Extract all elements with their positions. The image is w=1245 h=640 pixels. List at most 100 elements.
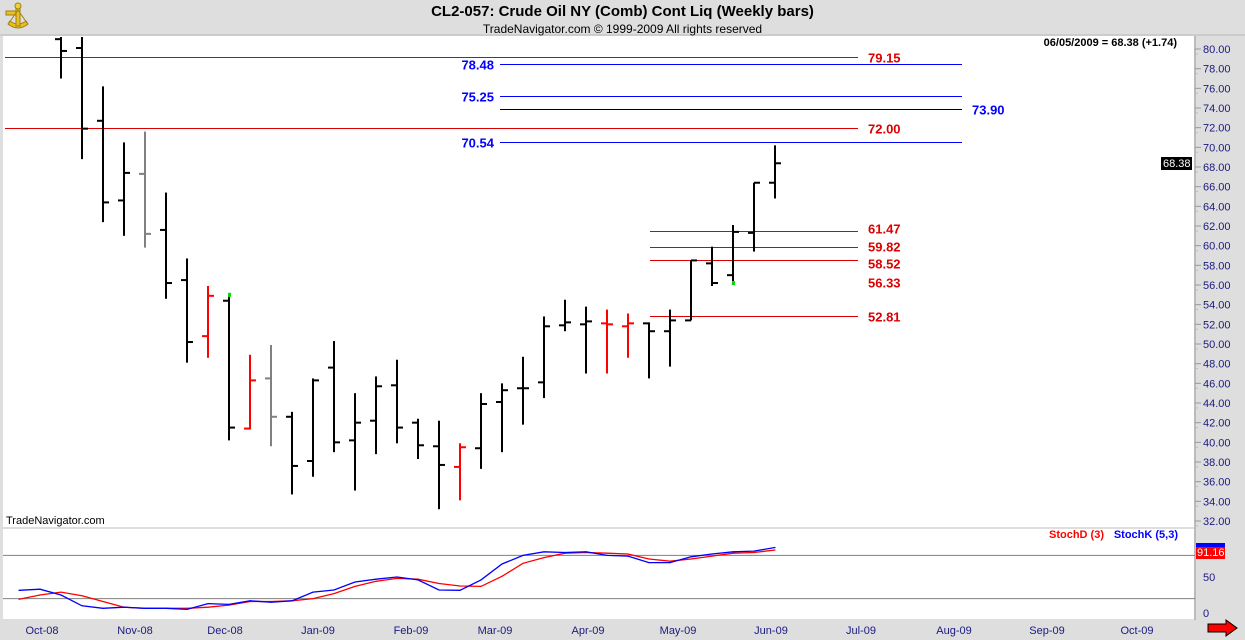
ohlc-bar: [265, 344, 277, 447]
stoch-point: [207, 606, 209, 608]
price-tick-label: 62.00: [1203, 221, 1231, 233]
level-label: 70.54: [461, 136, 494, 151]
ohlc-bar: [160, 192, 172, 299]
price-tick-label: 68.00: [1203, 162, 1231, 174]
price-axis[interactable]: 32.00 34.00 36.00 38.00 40.00 42.00 44.00 46.00…: [1195, 44, 1231, 528]
stoch-point: [543, 556, 545, 559]
ohlc-bar: [622, 313, 634, 358]
level-label: 56.33: [868, 276, 901, 291]
stoch-point: [333, 589, 335, 591]
price-readout: 06/05/2009 = 68.38 (+1.74): [1044, 37, 1178, 49]
stoch-point: [417, 579, 419, 581]
stoch-point: [543, 551, 545, 553]
price-tick-label: 36.00: [1203, 477, 1231, 489]
stoch-point: [732, 551, 734, 553]
price-tick-label: 66.00: [1203, 182, 1231, 194]
stoch-point: [690, 556, 692, 558]
stoch-point: [648, 562, 650, 564]
stoch-point: [81, 595, 83, 597]
ohlc-bar: [517, 356, 529, 425]
ohlc-bar: [748, 181, 760, 252]
ohlc-bar: [412, 418, 424, 460]
stoch-tick-label: 0: [1203, 608, 1209, 620]
date-tick-label: Oct-09: [1120, 625, 1153, 637]
ohlc-bar: [538, 316, 550, 399]
stoch-point: [375, 580, 377, 582]
ohlc-bar: [349, 393, 361, 491]
ohlc-bar: [244, 354, 256, 430]
stoch-point: [354, 585, 356, 587]
date-tick-label: Apr-09: [571, 625, 604, 637]
ohlc-bar: [139, 131, 151, 248]
stochastic-lines: 0 50: [3, 546, 1215, 620]
date-axis[interactable]: Oct-08 Nov-08 Dec-08 Jan-09 Feb-09 Mar-09 Apr-…: [25, 625, 1153, 637]
stoch-point: [480, 585, 482, 587]
ohlc-bar: [685, 259, 697, 322]
stoch-point: [711, 553, 713, 555]
last-price-tag-text: 68.38: [1163, 158, 1191, 170]
watermark-text: TradeNavigator.com: [6, 515, 105, 527]
price-tick-label: 44.00: [1203, 398, 1231, 410]
stoch-point: [144, 607, 146, 609]
stoch-point: [459, 589, 461, 591]
stoch-point: [396, 576, 398, 578]
stoch-point: [60, 591, 62, 593]
stoch-point: [522, 562, 524, 564]
stoch-point: [60, 594, 62, 596]
stoch-tick-label: 50: [1203, 572, 1215, 584]
date-tick-label: Nov-08: [117, 625, 152, 637]
stoch-point: [228, 603, 230, 605]
stoch-tag-text: 91.16: [1197, 547, 1225, 559]
date-tick-label: Oct-08: [25, 625, 58, 637]
stoch-point: [18, 589, 20, 591]
legend-stochd: StochD (3): [1049, 529, 1104, 541]
price-tick-label: 72.00: [1203, 123, 1231, 135]
stoch-point: [564, 551, 566, 554]
sextant-icon: [4, 2, 32, 37]
date-tick-label: Sep-09: [1029, 625, 1064, 637]
stoch-point: [249, 600, 251, 602]
stoch-point: [627, 555, 629, 557]
price-tick-label: 46.00: [1203, 378, 1231, 390]
ohlc-bar: [727, 225, 739, 286]
stoch-point: [207, 603, 209, 605]
ohlc-bar: [370, 376, 382, 455]
ohlc-bar: [706, 246, 718, 286]
stoch-point: [354, 581, 356, 583]
price-tick-label: 76.00: [1203, 83, 1231, 95]
level-label: 73.90: [972, 103, 1005, 118]
stoch-point: [102, 600, 104, 603]
right-arrow-icon[interactable]: [1207, 619, 1238, 637]
level-label: 61.47: [868, 222, 901, 237]
price-tick-label: 40.00: [1203, 437, 1231, 449]
low-marker: [732, 281, 735, 286]
stoch-point: [627, 553, 629, 555]
date-tick-label: May-09: [660, 625, 697, 637]
price-tick-label: 58.00: [1203, 260, 1231, 272]
stoch-point: [522, 554, 524, 557]
price-tick-label: 78.00: [1203, 64, 1231, 76]
level-label: 59.82: [868, 240, 901, 255]
stoch-point: [165, 607, 167, 609]
price-tick-label: 32.00: [1203, 516, 1231, 528]
ohlc-bar: [664, 309, 676, 367]
date-tick-label: Jan-09: [301, 625, 335, 637]
stochastic-panel[interactable]: [3, 529, 1195, 619]
stoch-point: [18, 598, 20, 600]
ohlc-bar: [181, 258, 193, 363]
price-tick-label: 56.00: [1203, 280, 1231, 292]
stoch-point: [375, 578, 377, 580]
price-tick-label: 34.00: [1203, 496, 1231, 508]
price-tick-label: 52.00: [1203, 319, 1231, 331]
ohlc-bar: [391, 359, 403, 444]
price-tick-label: 48.00: [1203, 359, 1231, 371]
price-tick-label: 38.00: [1203, 457, 1231, 469]
level-label: 72.00: [868, 122, 901, 137]
stoch-point: [501, 575, 503, 577]
high-marker: [228, 292, 231, 297]
stoch-point: [102, 607, 104, 609]
price-panel[interactable]: [3, 36, 1195, 527]
ohlc-bar: [769, 145, 781, 199]
stoch-point: [333, 592, 335, 595]
